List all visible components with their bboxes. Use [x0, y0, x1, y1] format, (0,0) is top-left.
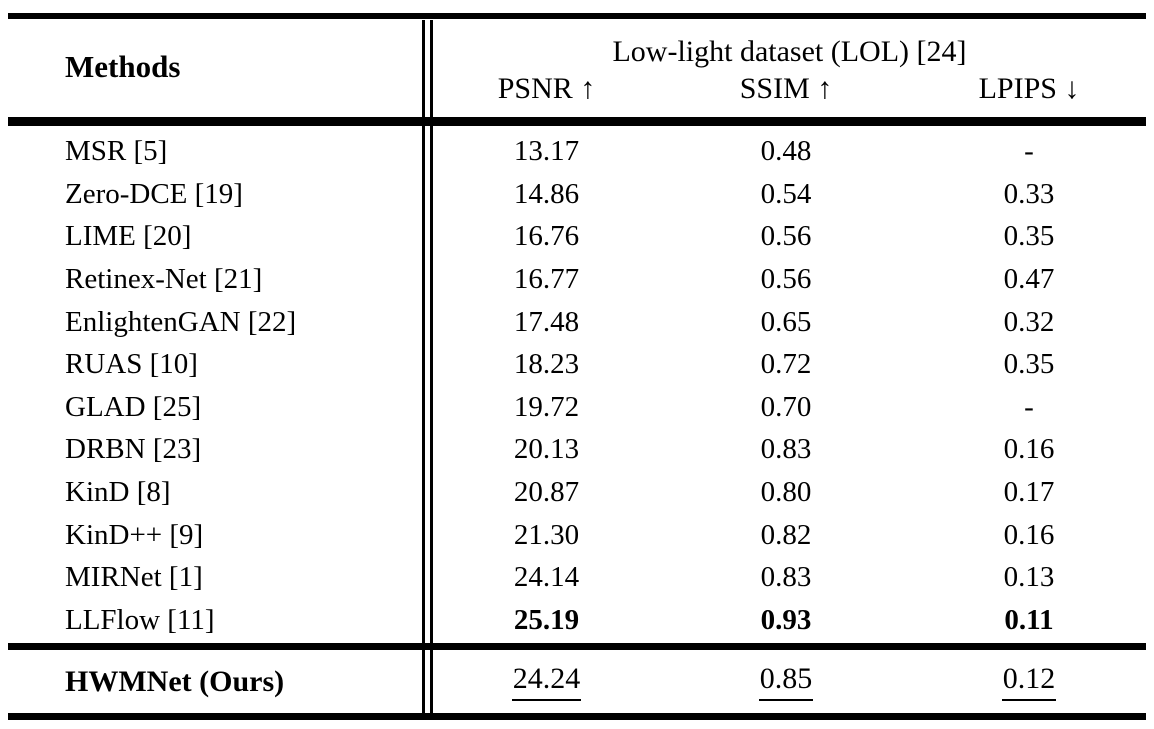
- method-cell: KinD [8]: [65, 476, 171, 509]
- ssim-column-header: SSIM ↑: [739, 72, 833, 105]
- double-vertical-rule: [422, 650, 425, 713]
- psnr-cell: 20.87: [513, 476, 580, 509]
- double-vertical-rule: [422, 20, 425, 117]
- table-row: EnlightenGAN [22] 17.48 0.65 0.32: [0, 301, 1146, 344]
- table-row: LLFlow [11] 25.19 0.93 0.11: [0, 599, 1146, 642]
- table-row: MSR [5] 13.17 0.48 -: [0, 130, 1146, 173]
- ours-lpips-value: 0.12: [912, 662, 1146, 701]
- ssim-cell: 0.65: [760, 305, 812, 338]
- lpips-cell: 0.33: [1003, 177, 1055, 210]
- body-footer-divider-rule: [8, 643, 1146, 650]
- lpips-cell: 0.35: [1003, 348, 1055, 381]
- lpips-cell: 0.16: [1003, 433, 1055, 466]
- table-row: DRBN [23] 20.13 0.83 0.16: [0, 428, 1146, 471]
- ssim-cell: 0.48: [760, 135, 812, 167]
- lpips-cell: 0.47: [1003, 262, 1055, 295]
- lpips-column-header: LPIPS ↓: [978, 72, 1080, 105]
- lpips-cell: -: [1024, 135, 1034, 167]
- double-vertical-rule: [430, 126, 433, 643]
- ssim-cell: 0.80: [760, 476, 812, 509]
- psnr-cell: 20.13: [513, 433, 580, 466]
- underlined-value: 0.12: [1001, 662, 1057, 701]
- psnr-cell: 21.30: [513, 518, 580, 551]
- methods-column-header: Methods: [65, 49, 181, 84]
- psnr-cell: 18.23: [513, 348, 580, 381]
- double-vertical-rule: [430, 20, 433, 117]
- ssim-cell: 0.56: [760, 220, 812, 253]
- table-bottom-rule: [8, 713, 1146, 720]
- method-cell: DRBN [23]: [65, 433, 202, 466]
- lpips-cell: 0.13: [1003, 561, 1055, 594]
- double-vertical-rule: [430, 650, 433, 713]
- ours-ssim-value: 0.85: [660, 662, 912, 701]
- underlined-value: 0.85: [758, 662, 814, 701]
- lpips-cell: -: [1024, 390, 1034, 423]
- psnr-cell: 24.14: [513, 561, 580, 594]
- ssim-cell: 0.70: [760, 390, 812, 423]
- psnr-cell: 19.72: [513, 390, 580, 423]
- ours-psnr-value: 24.24: [433, 662, 660, 701]
- table-row: GLAD [25] 19.72 0.70 -: [0, 386, 1146, 429]
- method-cell: GLAD [25]: [65, 390, 202, 423]
- table-row: MIRNet [1] 24.14 0.83 0.13: [0, 556, 1146, 599]
- spacer-cell: [0, 72, 433, 106]
- lpips-cell: 0.11: [1004, 604, 1054, 637]
- table-row: LIME [20] 16.76 0.56 0.35: [0, 215, 1146, 258]
- method-cell: LLFlow [11]: [65, 604, 215, 637]
- psnr-cell: 16.77: [513, 262, 580, 295]
- underlined-value: 24.24: [511, 662, 582, 701]
- method-cell: RUAS [10]: [65, 348, 198, 381]
- psnr-cell: 16.76: [513, 220, 580, 253]
- metric-header-row: PSNR ↑ SSIM ↑ LPIPS ↓: [0, 72, 1146, 106]
- method-cell: Zero-DCE [19]: [65, 177, 243, 210]
- ours-row: HWMNet (Ours) 24.24 0.85 0.12: [0, 651, 1146, 712]
- table-row: Zero-DCE [19] 14.86 0.54 0.33: [0, 173, 1146, 216]
- ssim-cell: 0.83: [760, 433, 812, 466]
- psnr-cell: 17.48: [513, 305, 580, 338]
- method-cell: MSR [5]: [65, 135, 168, 167]
- ssim-cell: 0.72: [760, 348, 812, 381]
- ssim-cell: 0.82: [760, 518, 812, 551]
- double-vertical-rule: [422, 126, 425, 643]
- psnr-cell: 13.17: [513, 135, 580, 167]
- lpips-cell: 0.17: [1003, 476, 1055, 509]
- table-row: Retinex-Net [21] 16.77 0.56 0.47: [0, 258, 1146, 301]
- lpips-cell: 0.16: [1003, 518, 1055, 551]
- ssim-cell: 0.93: [760, 604, 812, 637]
- method-cell: LIME [20]: [65, 220, 192, 253]
- lpips-cell: 0.32: [1003, 305, 1055, 338]
- psnr-column-header: PSNR ↑: [497, 72, 596, 105]
- ours-method-name: HWMNet (Ours): [65, 664, 285, 698]
- dataset-group-header: Low-light dataset (LOL) [24]: [612, 35, 967, 68]
- method-cell: KinD++ [9]: [65, 518, 204, 551]
- ssim-cell: 0.54: [760, 177, 812, 210]
- method-cell: MIRNet [1]: [65, 561, 203, 594]
- table-row: KinD++ [9] 21.30 0.82 0.16: [0, 514, 1146, 557]
- psnr-cell: 14.86: [513, 177, 580, 210]
- lpips-cell: 0.35: [1003, 220, 1055, 253]
- table-body: MSR [5] 13.17 0.48 - Zero-DCE [19] 14.86 0.54 0…: [0, 130, 1146, 642]
- ssim-cell: 0.83: [760, 561, 812, 594]
- table-row: RUAS [10] 18.23 0.72 0.35: [0, 343, 1146, 386]
- method-cell: Retinex-Net [21]: [65, 262, 263, 295]
- method-cell: EnlightenGAN [22]: [65, 305, 297, 338]
- header-bottom-rule: [8, 117, 1146, 126]
- table-top-rule: [8, 13, 1146, 19]
- ssim-cell: 0.56: [760, 262, 812, 295]
- psnr-cell: 25.19: [513, 604, 580, 637]
- table-row: KinD [8] 20.87 0.80 0.17: [0, 471, 1146, 514]
